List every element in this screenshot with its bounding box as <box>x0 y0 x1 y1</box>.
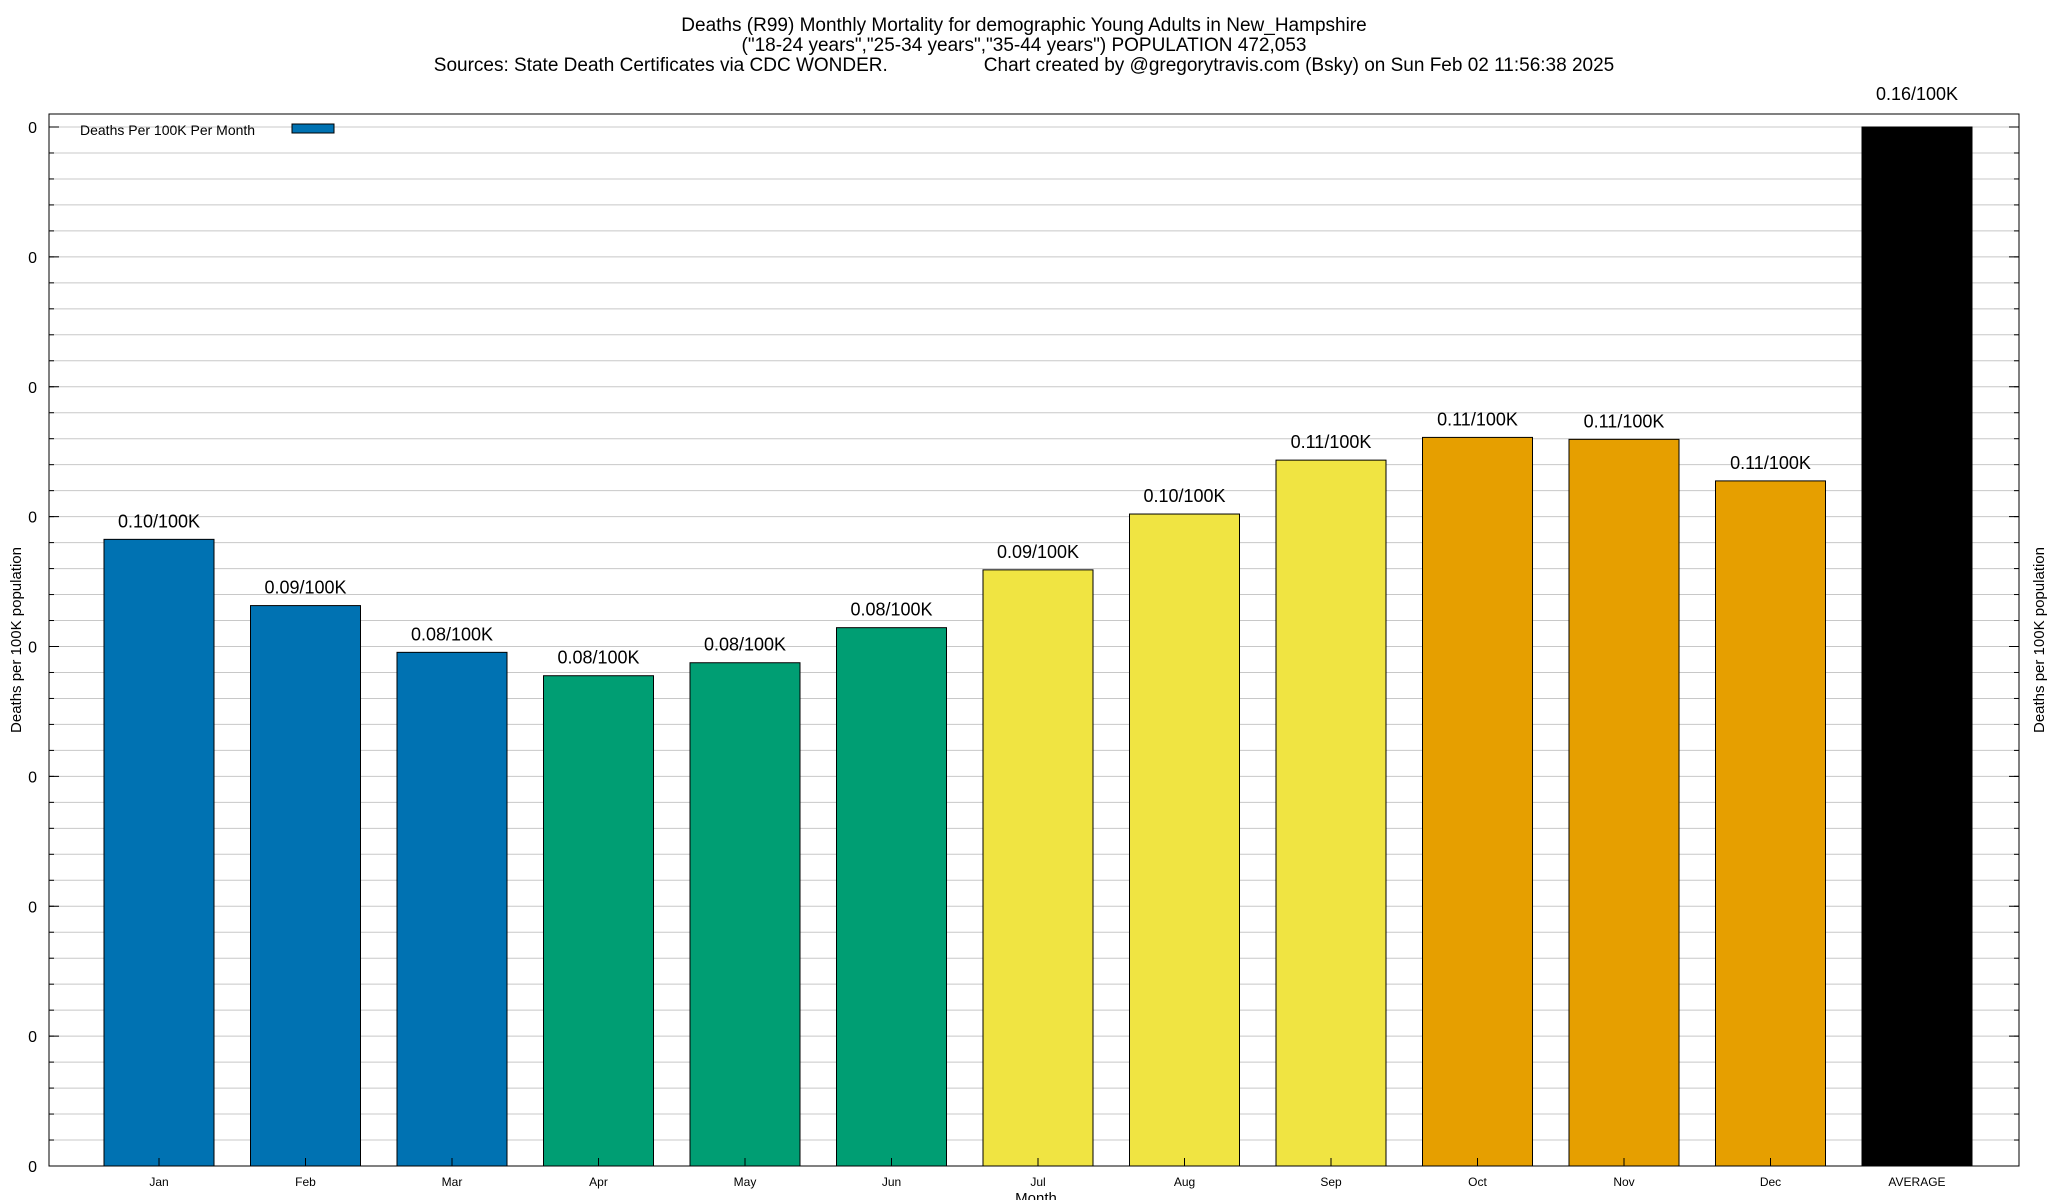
source-text: Sources: State Death Certificates via CD… <box>433 55 888 76</box>
x-tick-label: Nov <box>1613 1175 1634 1189</box>
bar-sep <box>1275 459 1387 1167</box>
x-tick-label: May <box>734 1175 757 1189</box>
y2-axis-label: Deaths per 100K population <box>2031 547 2048 733</box>
y-tick-label: 0 <box>28 1029 37 1046</box>
y-tick-label: 0 <box>28 640 37 657</box>
x-tick-label: Mar <box>442 1175 463 1189</box>
chart-title-line1: Deaths (R99) Monthly Mortality for demog… <box>681 15 1367 36</box>
x-tick-label: Sep <box>1320 1175 1342 1189</box>
bar-dec <box>1715 480 1826 1167</box>
x-axis-label: Month <box>1015 1190 1057 1200</box>
x-tick-label: Apr <box>589 1175 608 1189</box>
data-label-jul: 0.09/100K <box>997 542 1079 562</box>
legend-swatch <box>291 123 335 134</box>
y-tick-label: 0 <box>28 250 37 267</box>
y-tick-label: 0 <box>28 380 37 397</box>
data-label-feb: 0.09/100K <box>264 578 346 598</box>
bar-may <box>689 662 801 1167</box>
data-label-may: 0.08/100K <box>704 635 786 655</box>
bar-aug <box>1129 513 1240 1167</box>
bar-jun <box>836 627 947 1167</box>
data-label-dec: 0.11/100K <box>1730 453 1811 473</box>
x-tick-label: Jul <box>1030 1175 1045 1189</box>
bar-feb <box>250 605 361 1167</box>
bar-nov <box>1568 438 1680 1167</box>
chart-source-line: Sources: State Death Certificates via CD… <box>0 56 2048 76</box>
bar-average <box>1861 126 1973 1167</box>
bar-oct <box>1422 436 1533 1167</box>
credit-text: Chart created by @gregorytravis.com (Bsk… <box>983 55 1615 76</box>
x-tick-label: Feb <box>295 1175 316 1189</box>
y-tick-label: 0 <box>28 769 37 786</box>
chart-subtitle-line2: ("18-24 years","25-34 years","35-44 year… <box>741 35 1307 56</box>
legend-label: Deaths Per 100K Per Month <box>80 122 255 138</box>
bar-apr <box>543 675 654 1167</box>
y-tick-label: 0 <box>28 1159 37 1176</box>
bar-jan <box>103 538 215 1167</box>
x-tick-label: Oct <box>1468 1175 1487 1189</box>
data-label-sep: 0.11/100K <box>1291 432 1372 452</box>
data-label-mar: 0.08/100K <box>411 624 493 644</box>
chart-title: Deaths (R99) Monthly Mortality for demog… <box>0 16 2048 36</box>
data-label-jan: 0.10/100K <box>118 511 200 531</box>
data-label-aug: 0.10/100K <box>1143 486 1225 506</box>
data-label-nov: 0.11/100K <box>1584 411 1665 431</box>
x-tick-label: Jan <box>149 1175 168 1189</box>
data-label-oct: 0.11/100K <box>1437 409 1518 429</box>
y-tick-label: 0 <box>28 899 37 916</box>
bar-jul <box>982 569 1094 1167</box>
chart-subtitle: ("18-24 years","25-34 years","35-44 year… <box>0 36 2048 56</box>
x-tick-label: AVERAGE <box>1888 1175 1945 1189</box>
data-label-apr: 0.08/100K <box>557 648 639 668</box>
x-tick-label: Dec <box>1760 1175 1781 1189</box>
data-label-jun: 0.08/100K <box>850 600 932 620</box>
x-tick-label: Jun <box>882 1175 901 1189</box>
y-axis-label: Deaths per 100K population <box>8 547 25 733</box>
y-tick-label: 0 <box>28 510 37 527</box>
x-tick-label: Aug <box>1174 1175 1195 1189</box>
bar-mar <box>396 651 508 1167</box>
y-tick-label: 0 <box>28 120 37 137</box>
data-label-average: 0.16/100K <box>1876 84 1958 104</box>
